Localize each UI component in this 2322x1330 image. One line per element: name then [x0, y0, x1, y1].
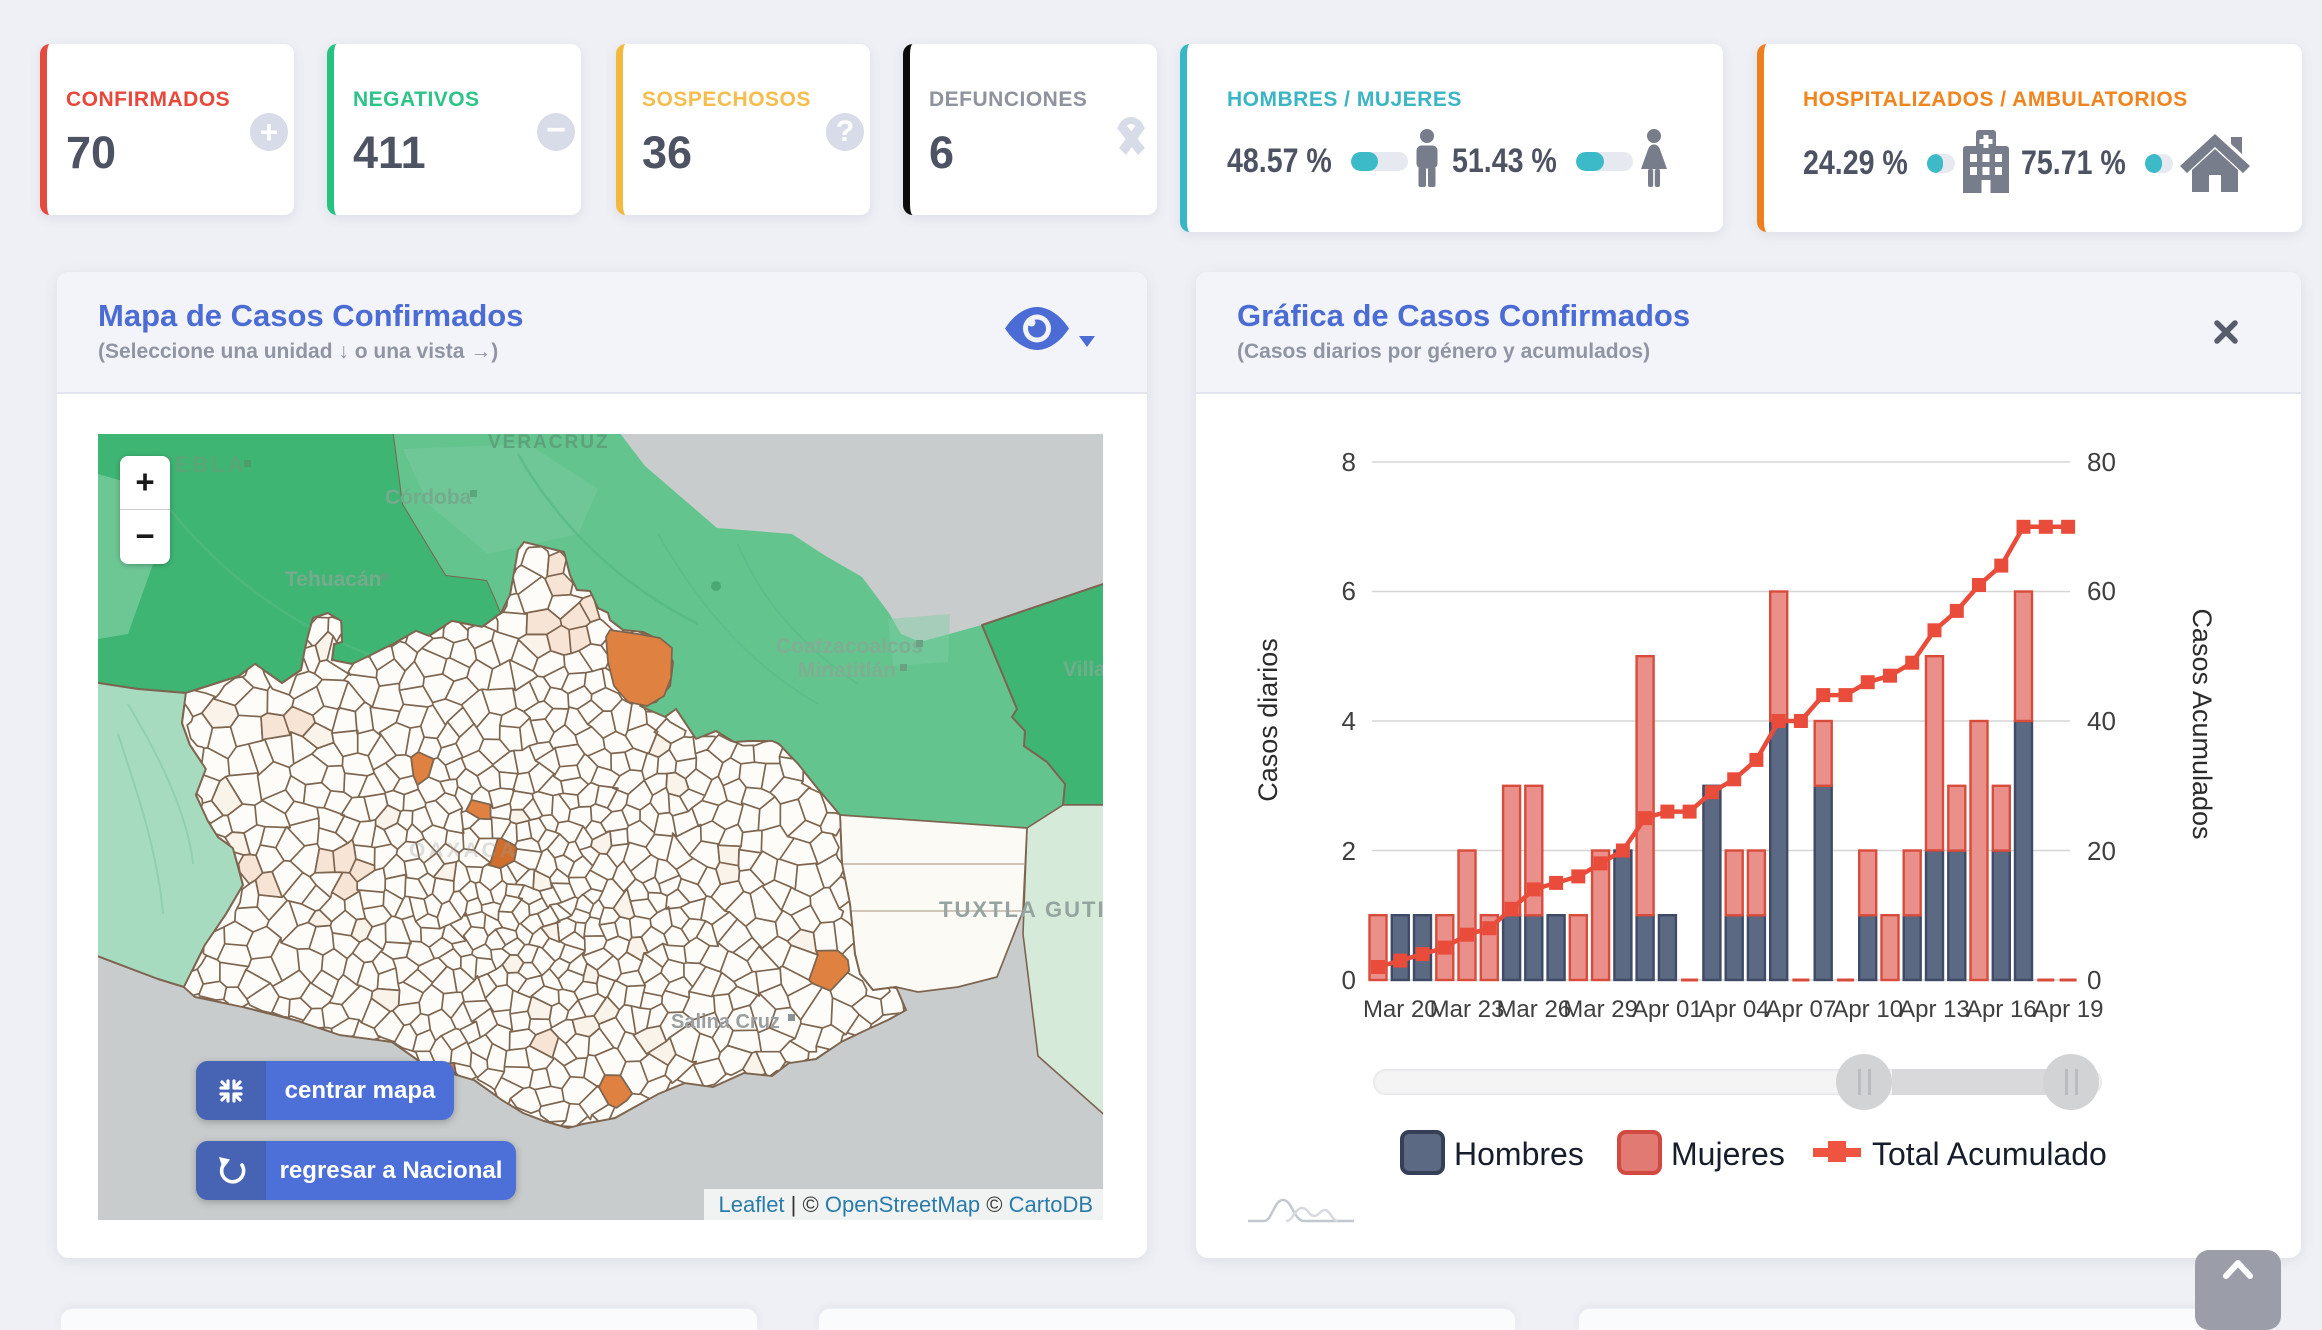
svg-text:Mar 29: Mar 29 [1563, 996, 1638, 1023]
svg-text:Apr 07: Apr 07 [1766, 996, 1837, 1023]
svg-text:Salina Cruz: Salina Cruz [671, 1011, 780, 1033]
svg-text:VERACRUZ: VERACRUZ [488, 434, 610, 453]
svg-text:0: 0 [1342, 965, 1356, 995]
svg-text:Apr 04: Apr 04 [1699, 996, 1770, 1023]
svg-text:Córdoba: Córdoba [385, 486, 472, 509]
svg-text:Mar 26: Mar 26 [1496, 996, 1571, 1023]
svg-text:Villa: Villa [1063, 658, 1103, 681]
svg-text:Mar 23: Mar 23 [1430, 996, 1505, 1023]
svg-text:OAXACA: OAXACA [409, 839, 518, 862]
svg-text:Casos diarios: Casos diarios [1253, 638, 1283, 802]
svg-text:Apr 13: Apr 13 [1899, 996, 1970, 1023]
svg-text:TUXTLA GUTIÉR: TUXTLA GUTIÉR [939, 897, 1103, 922]
svg-text:Apr 19: Apr 19 [2033, 996, 2104, 1023]
svg-text:20: 20 [2087, 836, 2116, 866]
svg-text:Tehuacán: Tehuacán [285, 568, 381, 591]
svg-text:80: 80 [2087, 447, 2116, 477]
svg-text:Apr 10: Apr 10 [1832, 996, 1903, 1023]
svg-text:Apr 01: Apr 01 [1632, 996, 1703, 1023]
svg-text:4: 4 [1342, 706, 1356, 736]
svg-text:6: 6 [1342, 576, 1356, 606]
svg-text:Mar 20: Mar 20 [1363, 996, 1438, 1023]
svg-text:0: 0 [2087, 965, 2101, 995]
svg-text:Coatzacoalcos: Coatzacoalcos [776, 635, 923, 658]
svg-text:Casos Acumulados: Casos Acumulados [2187, 608, 2217, 839]
svg-text:40: 40 [2087, 706, 2116, 736]
svg-text:Apr 16: Apr 16 [1966, 996, 2037, 1023]
svg-text:2: 2 [1342, 836, 1356, 866]
svg-text:Minatitlán: Minatitlán [798, 659, 896, 682]
svg-text:60: 60 [2087, 576, 2116, 606]
svg-text:8: 8 [1342, 447, 1356, 477]
